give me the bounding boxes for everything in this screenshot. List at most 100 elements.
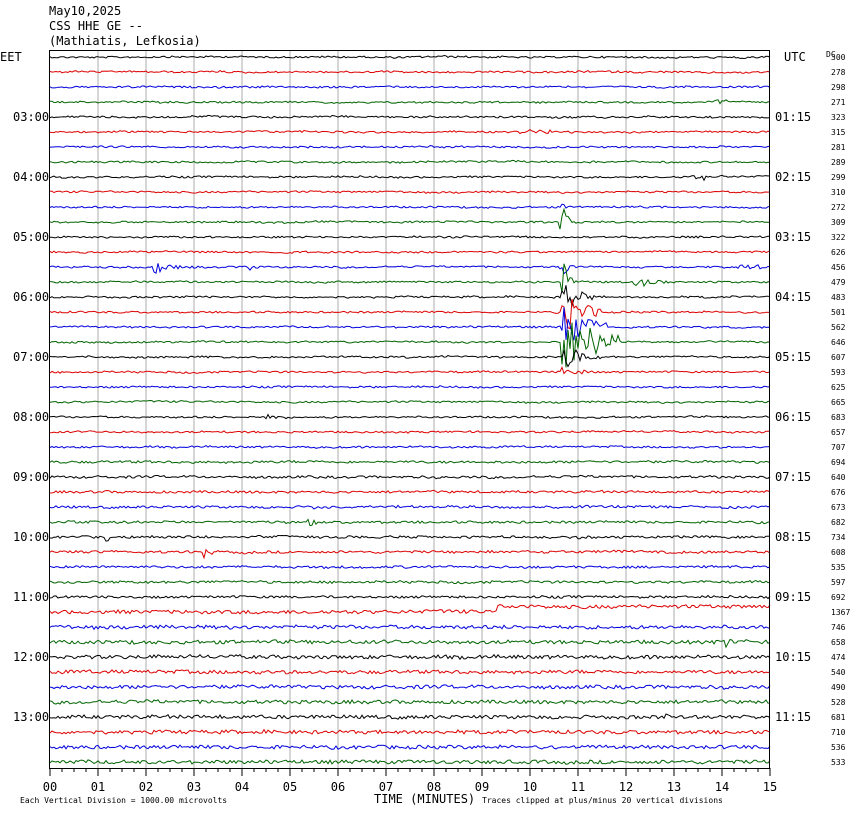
dc-offset-label: 456: [831, 263, 846, 272]
trace-row: [49, 263, 771, 275]
dc-offset-label: 640: [831, 473, 846, 482]
dc-offset-label: 626: [831, 248, 846, 257]
dc-offset-label: 310: [831, 188, 846, 197]
trace-row: [49, 99, 771, 105]
dc-offset-label: 300: [831, 53, 846, 62]
trace-row: [49, 69, 771, 74]
trace-row: [49, 604, 771, 615]
time-label-left: 05:00: [13, 230, 49, 244]
trace-row: [49, 285, 771, 308]
x-tick-label: 08: [427, 780, 441, 794]
trace-row: [49, 713, 771, 720]
x-tick-label: 11: [571, 780, 585, 794]
time-label-left: 04:00: [13, 170, 49, 184]
x-tick-label: 13: [667, 780, 681, 794]
dc-offset-label: 479: [831, 278, 846, 287]
dc-offset-label: 322: [831, 233, 846, 242]
trace-row: [49, 366, 771, 375]
dc-offset-label: 746: [831, 623, 846, 632]
trace-row: [49, 114, 771, 119]
x-tick-label: 14: [715, 780, 729, 794]
dc-offset-label: 278: [831, 68, 846, 77]
trace-row: [49, 624, 771, 631]
dc-offset-label: 562: [831, 323, 846, 332]
time-label-left: 13:00: [13, 710, 49, 724]
trace-row: [49, 759, 771, 765]
dc-offset-label: 625: [831, 383, 846, 392]
dc-offset-label: 593: [831, 368, 846, 377]
dc-offset-label: 483: [831, 293, 846, 302]
time-label-right: 08:15: [775, 530, 811, 544]
dc-offset-label: 658: [831, 638, 846, 647]
trace-row: [49, 669, 771, 675]
x-tick-label: 05: [283, 780, 297, 794]
trace-row: [49, 128, 771, 135]
x-tick-label: 06: [331, 780, 345, 794]
trace-row: [49, 190, 771, 195]
plot-frame: [49, 50, 770, 769]
x-tick-label: 07: [379, 780, 393, 794]
trace-row: [49, 489, 771, 494]
trace-row: [49, 385, 771, 389]
dc-offset-label: 676: [831, 488, 846, 497]
dc-offset-label: 608: [831, 548, 846, 557]
trace-row: [49, 429, 770, 434]
x-tick-label: 10: [523, 780, 537, 794]
x-tick-label: 01: [91, 780, 105, 794]
trace-row: [49, 85, 771, 89]
trace-row: [49, 594, 771, 600]
time-label-right: 09:15: [775, 590, 811, 604]
trace-row: [49, 638, 771, 649]
x-tick-label: 15: [763, 780, 777, 794]
dc-offset-label: 272: [831, 203, 846, 212]
trace-row: [49, 534, 771, 542]
trace-row: [49, 159, 771, 164]
trace-row: [49, 699, 771, 705]
dc-offset-label: 710: [831, 728, 846, 737]
dc-offset-label: 607: [831, 353, 846, 362]
x-tick-label: 02: [139, 780, 153, 794]
time-label-right: 03:15: [775, 230, 811, 244]
trace-row: [49, 322, 771, 368]
dc-offset-label: 490: [831, 683, 846, 692]
plot-title: CSS HHE GE --: [49, 19, 143, 33]
scale-note: Each Vertical Division = 1000.00 microvo…: [20, 796, 228, 805]
trace-row: [49, 728, 771, 735]
dc-header: DC: [826, 50, 836, 59]
time-label-right: 01:15: [775, 110, 811, 124]
dc-offset-label: 657: [831, 428, 846, 437]
time-label-right: 11:15: [775, 710, 811, 724]
trace-row: [49, 413, 771, 420]
labels: 00 01 02 03 04 05 06 07 08 09 10 11 12 13 14 15 EET UTC DC…: [0, 50, 850, 794]
trace-row: [49, 399, 770, 405]
time-label-right: 07:15: [775, 470, 811, 484]
dc-offset-label: 289: [831, 158, 846, 167]
trace-row: [49, 474, 771, 480]
trace-row: [49, 54, 771, 60]
time-label-left: 06:00: [13, 290, 49, 304]
trace-row: [49, 207, 771, 230]
time-label-left: 07:00: [13, 350, 49, 364]
plot-date: May10,2025: [49, 4, 122, 18]
trace-row: [49, 653, 771, 661]
trace-row: [49, 518, 770, 527]
dc-offset-label: 1367: [831, 608, 850, 617]
time-label-left: 09:00: [13, 470, 49, 484]
y-axis-label-left: EET: [0, 50, 22, 64]
dc-offset-label: 323: [831, 113, 846, 122]
dc-offset-label: 734: [831, 533, 846, 542]
dc-offset-label: 683: [831, 413, 846, 422]
dc-offset-label: 682: [831, 518, 846, 527]
trace-row: [49, 349, 771, 368]
trace-row: [49, 235, 771, 239]
x-axis-title: TIME (MINUTES): [374, 792, 476, 806]
time-label-left: 11:00: [13, 590, 49, 604]
dc-offset-label: 533: [831, 758, 846, 767]
x-tick-label: 12: [619, 780, 633, 794]
dc-offset-label: 528: [831, 698, 846, 707]
time-label-left: 12:00: [13, 650, 49, 664]
clip-note: Traces clipped at plus/minus 20 vertical…: [482, 796, 723, 805]
dc-offset-label: 535: [831, 563, 846, 572]
dc-offset-label: 299: [831, 173, 846, 182]
dc-offset-label: 673: [831, 503, 846, 512]
